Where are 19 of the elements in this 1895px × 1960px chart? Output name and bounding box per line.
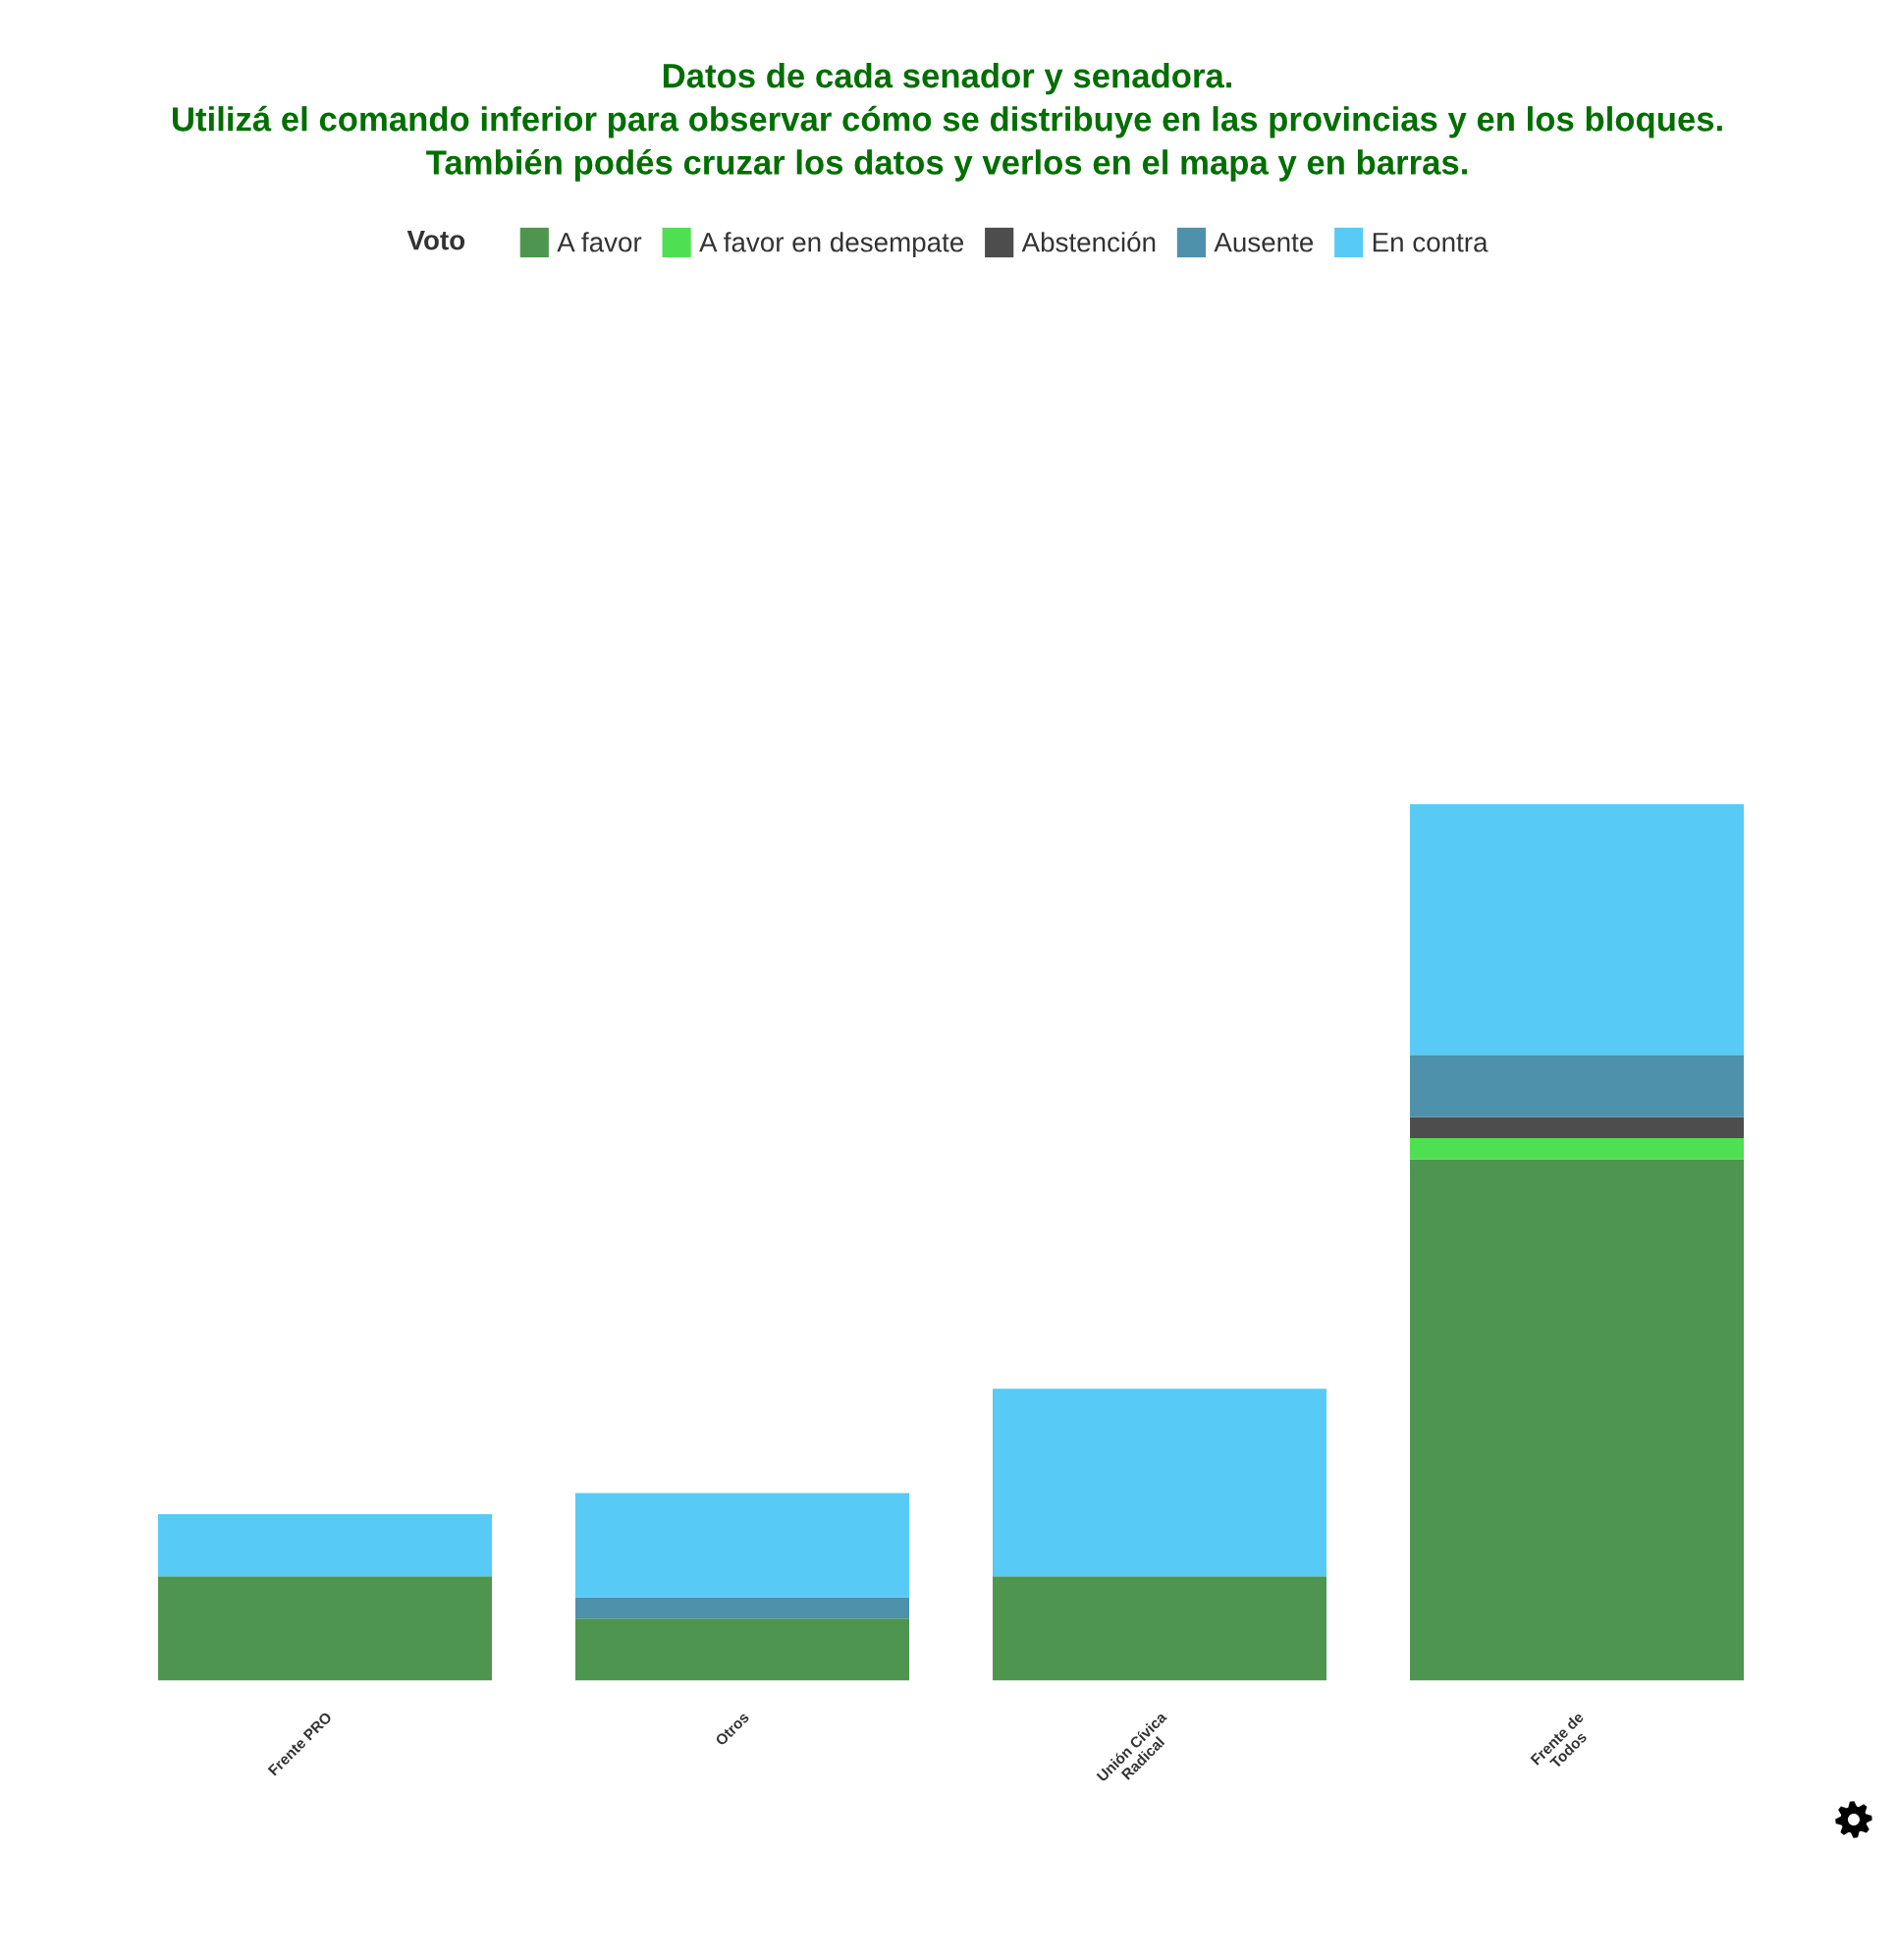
bar bbox=[1410, 1138, 1744, 1160]
legend-label: Abstención bbox=[1021, 231, 1156, 252]
bar bbox=[993, 1576, 1326, 1681]
bar bbox=[993, 1388, 1326, 1577]
bar bbox=[1410, 1159, 1744, 1681]
legend-label: A favor en desempate bbox=[699, 232, 964, 258]
bar bbox=[575, 1493, 909, 1598]
bar bbox=[158, 1576, 492, 1681]
bar bbox=[1410, 804, 1744, 1056]
bar bbox=[158, 1513, 492, 1577]
bar bbox=[1410, 1055, 1744, 1117]
bar bbox=[1410, 1116, 1744, 1139]
legend-label: A favor bbox=[557, 232, 642, 252]
legend-label: En contra bbox=[1373, 233, 1489, 252]
bar bbox=[575, 1597, 909, 1619]
chart-title: Datos de cada senador y senadora. Utilizá el comando inferior para observar cómo se distribuye en las provincias y en los bloques. También podés cruzar los datos y verlos en el mapa y en barras. bbox=[173, 63, 1722, 182]
legend-label: Ausente bbox=[1214, 233, 1314, 252]
bar bbox=[575, 1618, 909, 1681]
legend-title: Voto bbox=[406, 231, 465, 250]
